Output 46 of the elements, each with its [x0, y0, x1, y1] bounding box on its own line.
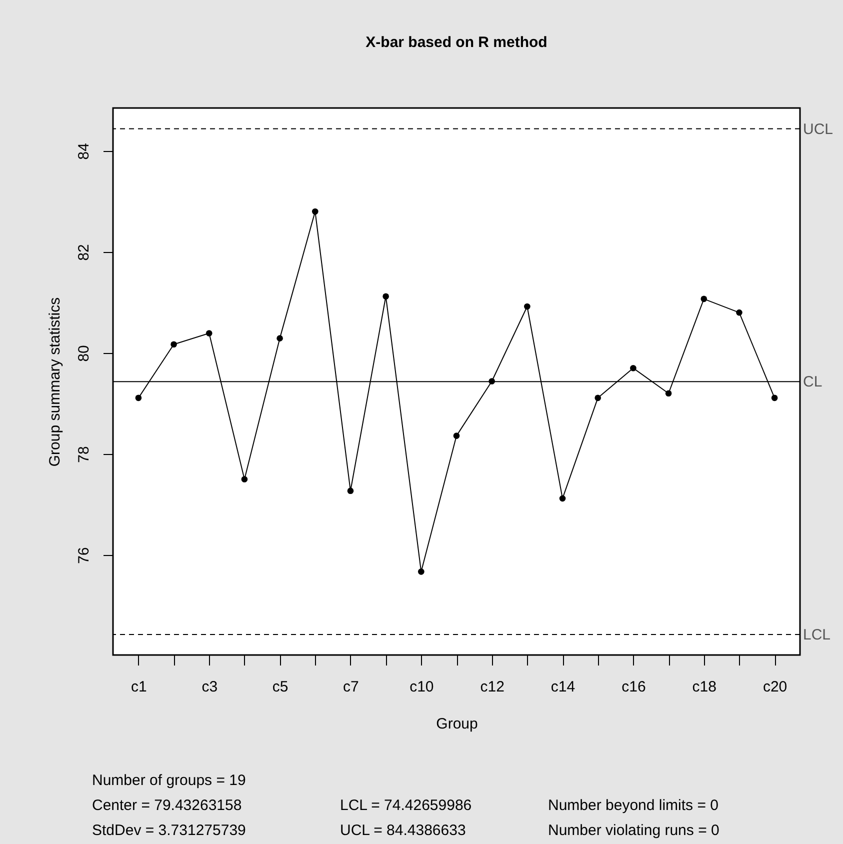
text: Center = 79.43263158 — [92, 797, 242, 814]
y-tick-label: 80 — [76, 345, 92, 362]
text: Number violating runs = 0 — [548, 822, 720, 839]
x-tick-label: c12 — [480, 678, 504, 696]
x-tick-label: c16 — [622, 678, 646, 696]
point — [206, 330, 212, 336]
point — [559, 495, 566, 502]
point — [382, 293, 389, 300]
point — [594, 394, 602, 402]
point — [771, 394, 778, 402]
text: LCL = 74.42659986 — [340, 797, 472, 814]
x-tick-label: c1 — [131, 678, 147, 696]
point — [312, 208, 318, 215]
text: UCL = 84.4386633 — [340, 822, 466, 839]
text: Number of groups = 19 — [92, 772, 246, 789]
point — [524, 303, 530, 310]
y-tick-label: 76 — [76, 547, 92, 564]
x-tick-label: c14 — [550, 678, 576, 696]
point — [630, 364, 636, 372]
ref-line-label: LCL — [803, 626, 831, 644]
point — [241, 476, 248, 482]
point — [418, 568, 424, 575]
point — [700, 296, 708, 302]
chart-title: X-bar based on R method — [366, 34, 548, 51]
x-tick-label: c18 — [692, 678, 716, 696]
ref-line-label: CL — [803, 374, 822, 391]
y-axis-title: Group summary statistics — [46, 297, 64, 467]
x-tick-label: c20 — [762, 678, 788, 696]
x-tick-label: c7 — [343, 678, 359, 696]
x-axis-title: Group — [436, 716, 478, 732]
point — [170, 341, 177, 348]
x-tick-label: c5 — [272, 678, 288, 696]
text: Number beyond limits = 0 — [548, 797, 718, 814]
point — [276, 335, 283, 342]
point — [135, 394, 142, 402]
point — [665, 390, 672, 397]
point — [347, 488, 354, 494]
y-tick-label: 82 — [76, 244, 92, 261]
ref-line-label: UCL — [803, 120, 834, 138]
x-tick-label: c10 — [410, 678, 434, 696]
point — [453, 432, 460, 439]
point — [736, 309, 742, 316]
x-tick-label: c3 — [202, 678, 218, 696]
text: StdDev = 3.731275739 — [92, 822, 246, 839]
y-tick-label: 84 — [76, 143, 92, 160]
y-tick-label: 78 — [76, 446, 92, 463]
